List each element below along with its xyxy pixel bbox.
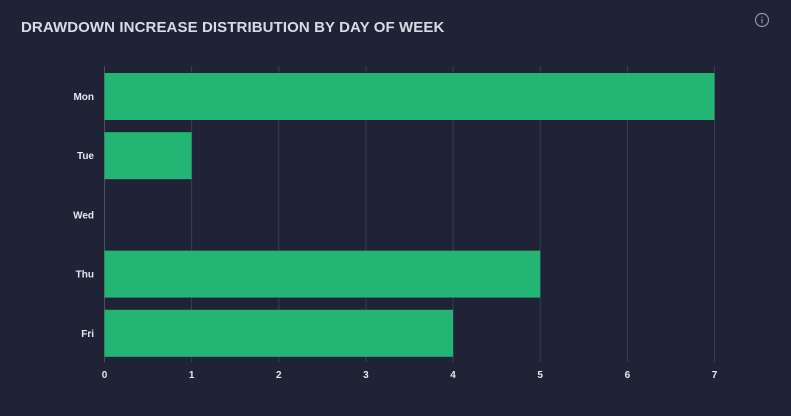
y-tick-label-mon: Mon: [73, 92, 94, 103]
info-icon[interactable]: [754, 12, 770, 28]
bar-thu[interactable]: [104, 250, 541, 298]
bars: [104, 73, 715, 357]
x-tick-label: 7: [712, 370, 718, 381]
x-tick-label: 5: [537, 370, 543, 381]
x-tick-label: 4: [450, 370, 456, 381]
x-tick-label: 1: [189, 370, 195, 381]
y-tick-label-tue: Tue: [77, 151, 94, 162]
y-tick-label-fri: Fri: [81, 329, 94, 340]
x-tick-label: 0: [102, 370, 108, 381]
bar-tue[interactable]: [104, 132, 192, 180]
x-axis-labels: 0 1 2 3 4 5 6 7: [102, 370, 718, 381]
x-tick-label: 2: [276, 370, 282, 381]
x-tick-label: 3: [363, 370, 369, 381]
info-circle-icon: [754, 12, 770, 28]
y-tick-label-wed: Wed: [73, 210, 94, 221]
bar-mon[interactable]: [104, 73, 715, 120]
bar-fri[interactable]: [104, 309, 454, 357]
x-tick-label: 6: [625, 370, 631, 381]
y-axis-labels: Mon Tue Wed Thu Fri: [73, 92, 94, 340]
y-tick-label-thu: Thu: [76, 270, 94, 281]
chart-title: DRAWDOWN INCREASE DISTRIBUTION BY DAY OF…: [21, 19, 445, 36]
